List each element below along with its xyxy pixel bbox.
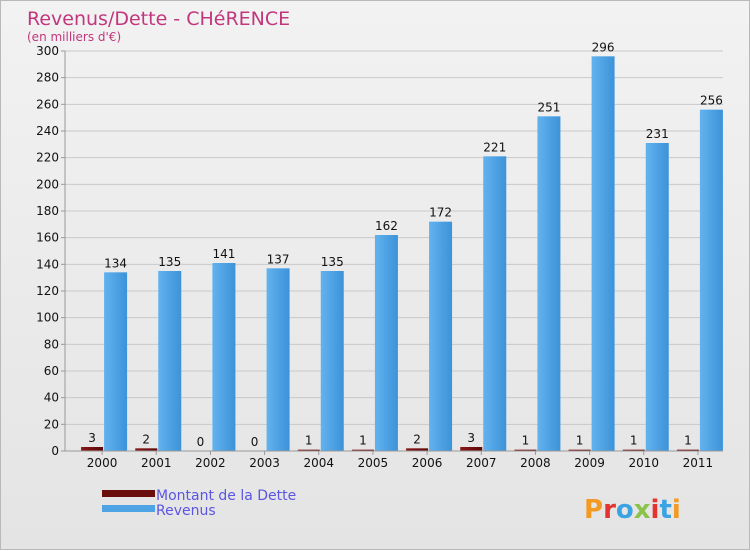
bar-debt-2006 xyxy=(406,448,429,451)
legend-label-revenus: Revenus xyxy=(156,503,216,519)
x-tick-label-2010: 2010 xyxy=(628,456,659,470)
data-label-debt-2010: 1 xyxy=(630,434,638,448)
y-axis: 0 20 40 60 80 100 120 140 160 180 200 220 240 260 280 3… xyxy=(36,44,65,458)
data-label-revenus-2002: 141 xyxy=(212,247,235,261)
data-label-revenus-2009: 296 xyxy=(592,40,615,54)
bar-debt-2007 xyxy=(460,447,483,451)
y-tick-label: 300 xyxy=(36,44,59,58)
y-tick-label: 280 xyxy=(36,71,59,85)
data-label-debt-2009: 1 xyxy=(576,434,584,448)
y-tick-label: 180 xyxy=(36,204,59,218)
bar-debt-2000 xyxy=(81,447,104,451)
x-tick-label-2003: 2003 xyxy=(249,456,280,470)
data-label-revenus-2006: 172 xyxy=(429,206,452,220)
chart-title: Revenus/Dette - CHéRENCE xyxy=(27,8,290,30)
data-label-revenus-2000: 134 xyxy=(104,256,127,270)
bar-debt-2005 xyxy=(351,449,374,451)
bar-revenus-2011 xyxy=(699,109,723,452)
bar-revenus-2002 xyxy=(212,263,236,451)
chart-subtitle: (en milliers d'€) xyxy=(27,30,121,44)
y-tick-label: 120 xyxy=(36,284,59,298)
bars xyxy=(81,56,723,452)
x-axis: 2000 2001 2002 2003 2004 2005 2006 2007 2008 2009… xyxy=(87,451,713,470)
bar-debt-2011 xyxy=(676,449,699,451)
data-label-debt-2005: 1 xyxy=(359,434,367,448)
x-tick-label-2002: 2002 xyxy=(195,456,226,470)
x-tick-label-2008: 2008 xyxy=(520,456,551,470)
data-label-revenus-2008: 251 xyxy=(537,100,560,114)
data-label-revenus-2001: 135 xyxy=(158,255,181,269)
bar-revenus-2005 xyxy=(374,235,398,451)
y-tick-label: 40 xyxy=(44,391,59,405)
bar-revenus-2001 xyxy=(158,271,182,451)
data-label-debt-2001: 2 xyxy=(142,432,150,446)
x-tick-label-2000: 2000 xyxy=(87,456,118,470)
y-tick-label: 0 xyxy=(51,444,59,458)
bar-revenus-2007 xyxy=(483,156,507,452)
data-label-revenus-2003: 137 xyxy=(267,252,290,266)
y-tick-label: 100 xyxy=(36,311,59,325)
bar-debt-2008 xyxy=(514,449,537,451)
data-label-debt-2006: 2 xyxy=(413,432,421,446)
bar-debt-2009 xyxy=(568,449,591,451)
data-label-debt-2008: 1 xyxy=(522,434,530,448)
x-tick-label-2001: 2001 xyxy=(141,456,172,470)
y-tick-label: 260 xyxy=(36,97,59,111)
x-tick-label-2007: 2007 xyxy=(466,456,497,470)
data-label-revenus-2005: 162 xyxy=(375,219,398,233)
data-label-revenus-2007: 221 xyxy=(483,140,506,154)
x-tick-label-2004: 2004 xyxy=(303,456,334,470)
data-label-debt-2003: 0 xyxy=(251,435,259,449)
logo-text: Proxiti xyxy=(584,495,681,525)
data-labels: 3 134 2 135 0 141 0 137 1 135 1 162 2 172 3 221 1 251 1 296… xyxy=(88,40,723,449)
data-label-debt-2000: 3 xyxy=(88,431,96,445)
bar-revenus-2006 xyxy=(429,221,453,451)
bar-revenus-2009 xyxy=(591,56,615,451)
bar-revenus-2000 xyxy=(104,272,128,451)
bar-debt-2010 xyxy=(622,449,645,451)
data-label-debt-2007: 3 xyxy=(467,431,475,445)
y-tick-label: 160 xyxy=(36,231,59,245)
y-tick-label: 60 xyxy=(44,364,59,378)
bar-revenus-2004 xyxy=(320,271,344,451)
data-label-debt-2002: 0 xyxy=(197,435,205,449)
legend-label-debt: Montant de la Dette xyxy=(156,488,296,504)
x-tick-label-2009: 2009 xyxy=(574,456,605,470)
data-label-revenus-2010: 231 xyxy=(646,127,669,141)
y-tick-label: 80 xyxy=(44,337,59,351)
legend-swatch-debt xyxy=(102,490,155,497)
data-label-debt-2004: 1 xyxy=(305,434,313,448)
data-label-debt-2011: 1 xyxy=(684,434,692,448)
bar-debt-2004 xyxy=(297,449,320,451)
y-tick-label: 200 xyxy=(36,177,59,191)
bar-revenus-2010 xyxy=(645,143,669,451)
data-label-revenus-2004: 135 xyxy=(321,255,344,269)
legend-swatch-revenus xyxy=(102,505,155,512)
x-tick-label-2011: 2011 xyxy=(683,456,714,470)
x-tick-label-2005: 2005 xyxy=(358,456,389,470)
proxiti-logo: Proxiti xyxy=(584,495,681,525)
y-tick-label: 20 xyxy=(44,417,59,431)
x-tick-label-2006: 2006 xyxy=(412,456,443,470)
y-tick-label: 240 xyxy=(36,124,59,138)
y-tick-label: 220 xyxy=(36,151,59,165)
bar-revenus-2008 xyxy=(537,116,561,451)
legend: Montant de la Dette Revenus xyxy=(102,488,296,519)
y-tick-label: 140 xyxy=(36,257,59,271)
bar-debt-2001 xyxy=(135,448,158,451)
bar-revenus-2003 xyxy=(266,268,290,451)
data-label-revenus-2011: 256 xyxy=(700,94,723,108)
